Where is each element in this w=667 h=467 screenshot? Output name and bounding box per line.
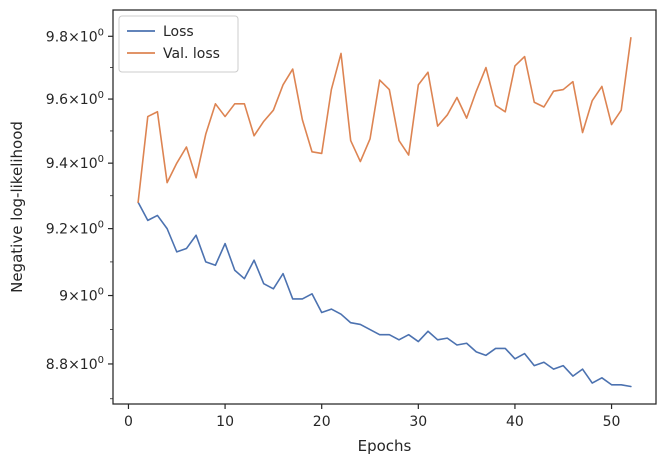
y-tick-times: × [68, 357, 80, 373]
y-tick-label: 9.6×100 [46, 90, 104, 108]
y-tick-mantissa: 9.2 [46, 222, 68, 238]
y-axis-label: Negative log-likelihood [8, 121, 26, 293]
y-tick-exponent: 0 [98, 355, 104, 366]
x-tick-label: 10 [216, 414, 234, 430]
plot-frame [112, 9, 657, 405]
y-tick-mantissa: 9 [59, 289, 68, 305]
y-tick-label: 9.8×100 [46, 27, 104, 45]
x-axis-ticks: 0 10 20 30 40 50 [124, 404, 620, 430]
y-tick-times: × [68, 289, 80, 305]
y-tick-base: 10 [80, 29, 98, 45]
y-tick-base: 10 [80, 156, 98, 172]
y-tick-exponent: 0 [98, 27, 104, 38]
x-tick-label: 40 [506, 414, 524, 430]
series-line-val-loss [137, 37, 632, 204]
y-tick-exponent: 0 [98, 220, 104, 231]
y-tick-base: 10 [80, 222, 98, 238]
y-tick-mantissa: 9.8 [46, 29, 68, 45]
y-tick-times: × [68, 156, 80, 172]
series-lines [137, 37, 632, 388]
series-line-loss [137, 201, 632, 388]
y-tick-times: × [68, 222, 80, 238]
y-tick-exponent: 0 [98, 90, 104, 101]
legend-box [118, 15, 239, 73]
x-tick-label: 20 [313, 414, 331, 430]
y-tick-label: 9.4×100 [46, 154, 104, 172]
y-tick-base: 10 [80, 289, 98, 305]
legend: Loss Val. loss [118, 15, 239, 73]
y-tick-base: 10 [80, 92, 98, 108]
plot-area [113, 10, 656, 404]
y-tick-times: × [68, 29, 80, 45]
x-axis-label: Epochs [358, 437, 412, 455]
y-tick-label: 9.2×100 [46, 220, 104, 238]
y-tick-exponent: 0 [98, 154, 104, 165]
legend-label-loss: Loss [163, 24, 194, 40]
y-tick-label: 9×100 [59, 287, 104, 305]
y-tick-base: 10 [80, 357, 98, 373]
y-tick-times: × [68, 92, 80, 108]
y-tick-mantissa: 8.8 [46, 357, 68, 373]
legend-label-val-loss: Val. loss [163, 46, 220, 62]
x-tick-label: 30 [409, 414, 427, 430]
y-tick-mantissa: 9.6 [46, 92, 68, 108]
y-tick-exponent: 0 [98, 287, 104, 298]
x-tick-label: 50 [603, 414, 621, 430]
y-tick-label: 8.8×100 [46, 355, 104, 373]
y-tick-mantissa: 9.4 [46, 156, 68, 172]
x-tick-label: 0 [124, 414, 133, 430]
